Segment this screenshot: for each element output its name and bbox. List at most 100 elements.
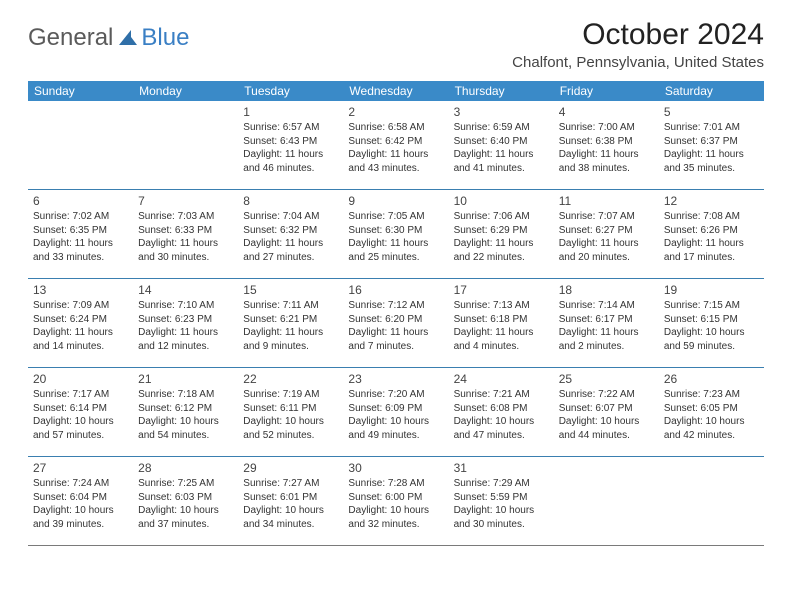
sunrise-text: Sunrise: 6:57 AM — [243, 121, 338, 135]
weekday-header-cell: Thursday — [449, 81, 554, 101]
weekday-header-cell: Saturday — [659, 81, 764, 101]
daylight-text: Daylight: 11 hours and 35 minutes. — [664, 148, 759, 175]
sunset-text: Sunset: 5:59 PM — [454, 491, 549, 505]
logo-sail-icon — [117, 27, 139, 49]
day-number: 11 — [559, 193, 654, 209]
sunset-text: Sunset: 6:33 PM — [138, 224, 233, 238]
daylight-text: Daylight: 11 hours and 38 minutes. — [559, 148, 654, 175]
daylight-text: Daylight: 11 hours and 46 minutes. — [243, 148, 338, 175]
sunrise-text: Sunrise: 7:15 AM — [664, 299, 759, 313]
day-number: 14 — [138, 282, 233, 298]
sunset-text: Sunset: 6:29 PM — [454, 224, 549, 238]
logo-text-1: General — [28, 24, 113, 52]
calendar-weeks: 1Sunrise: 6:57 AMSunset: 6:43 PMDaylight… — [28, 101, 764, 546]
day-cell: 31Sunrise: 7:29 AMSunset: 5:59 PMDayligh… — [449, 457, 554, 545]
week-row: 6Sunrise: 7:02 AMSunset: 6:35 PMDaylight… — [28, 190, 764, 279]
week-row: 20Sunrise: 7:17 AMSunset: 6:14 PMDayligh… — [28, 368, 764, 457]
daylight-text: Daylight: 10 hours and 44 minutes. — [559, 415, 654, 442]
sunrise-text: Sunrise: 7:27 AM — [243, 477, 338, 491]
day-number: 9 — [348, 193, 443, 209]
sunrise-text: Sunrise: 7:19 AM — [243, 388, 338, 402]
daylight-text: Daylight: 11 hours and 7 minutes. — [348, 326, 443, 353]
sunrise-text: Sunrise: 6:58 AM — [348, 121, 443, 135]
day-number: 6 — [33, 193, 128, 209]
sunset-text: Sunset: 6:18 PM — [454, 313, 549, 327]
day-number: 31 — [454, 460, 549, 476]
day-cell: 19Sunrise: 7:15 AMSunset: 6:15 PMDayligh… — [659, 279, 764, 367]
location-text: Chalfont, Pennsylvania, United States — [512, 54, 764, 71]
sunrise-text: Sunrise: 7:06 AM — [454, 210, 549, 224]
day-cell: 25Sunrise: 7:22 AMSunset: 6:07 PMDayligh… — [554, 368, 659, 456]
sunrise-text: Sunrise: 7:25 AM — [138, 477, 233, 491]
sunset-text: Sunset: 6:24 PM — [33, 313, 128, 327]
daylight-text: Daylight: 10 hours and 57 minutes. — [33, 415, 128, 442]
sunrise-text: Sunrise: 7:00 AM — [559, 121, 654, 135]
day-cell: 18Sunrise: 7:14 AMSunset: 6:17 PMDayligh… — [554, 279, 659, 367]
daylight-text: Daylight: 10 hours and 32 minutes. — [348, 504, 443, 531]
daylight-text: Daylight: 10 hours and 30 minutes. — [454, 504, 549, 531]
sunrise-text: Sunrise: 7:29 AM — [454, 477, 549, 491]
daylight-text: Daylight: 10 hours and 37 minutes. — [138, 504, 233, 531]
day-cell: 15Sunrise: 7:11 AMSunset: 6:21 PMDayligh… — [238, 279, 343, 367]
sunset-text: Sunset: 6:43 PM — [243, 135, 338, 149]
sunset-text: Sunset: 6:05 PM — [664, 402, 759, 416]
day-number: 2 — [348, 104, 443, 120]
day-cell: 7Sunrise: 7:03 AMSunset: 6:33 PMDaylight… — [133, 190, 238, 278]
day-cell: 24Sunrise: 7:21 AMSunset: 6:08 PMDayligh… — [449, 368, 554, 456]
day-number: 7 — [138, 193, 233, 209]
sunset-text: Sunset: 6:30 PM — [348, 224, 443, 238]
logo-text-2: Blue — [141, 24, 189, 52]
sunrise-text: Sunrise: 7:02 AM — [33, 210, 128, 224]
week-row: 13Sunrise: 7:09 AMSunset: 6:24 PMDayligh… — [28, 279, 764, 368]
day-number: 27 — [33, 460, 128, 476]
sunrise-text: Sunrise: 7:08 AM — [664, 210, 759, 224]
day-number: 1 — [243, 104, 338, 120]
day-cell: 11Sunrise: 7:07 AMSunset: 6:27 PMDayligh… — [554, 190, 659, 278]
title-block: October 2024 Chalfont, Pennsylvania, Uni… — [512, 18, 764, 71]
sunset-text: Sunset: 6:03 PM — [138, 491, 233, 505]
day-cell-empty — [659, 457, 764, 545]
daylight-text: Daylight: 11 hours and 33 minutes. — [33, 237, 128, 264]
daylight-text: Daylight: 10 hours and 42 minutes. — [664, 415, 759, 442]
sunrise-text: Sunrise: 7:28 AM — [348, 477, 443, 491]
day-cell: 6Sunrise: 7:02 AMSunset: 6:35 PMDaylight… — [28, 190, 133, 278]
sunrise-text: Sunrise: 7:05 AM — [348, 210, 443, 224]
sunset-text: Sunset: 6:35 PM — [33, 224, 128, 238]
day-cell: 20Sunrise: 7:17 AMSunset: 6:14 PMDayligh… — [28, 368, 133, 456]
sunrise-text: Sunrise: 6:59 AM — [454, 121, 549, 135]
sunset-text: Sunset: 6:23 PM — [138, 313, 233, 327]
day-number: 28 — [138, 460, 233, 476]
day-cell: 12Sunrise: 7:08 AMSunset: 6:26 PMDayligh… — [659, 190, 764, 278]
daylight-text: Daylight: 11 hours and 4 minutes. — [454, 326, 549, 353]
sunrise-text: Sunrise: 7:04 AM — [243, 210, 338, 224]
day-number: 21 — [138, 371, 233, 387]
sunrise-text: Sunrise: 7:21 AM — [454, 388, 549, 402]
daylight-text: Daylight: 10 hours and 47 minutes. — [454, 415, 549, 442]
day-number: 12 — [664, 193, 759, 209]
day-number: 5 — [664, 104, 759, 120]
day-number: 10 — [454, 193, 549, 209]
weekday-header-row: SundayMondayTuesdayWednesdayThursdayFrid… — [28, 81, 764, 101]
sunset-text: Sunset: 6:38 PM — [559, 135, 654, 149]
sunrise-text: Sunrise: 7:23 AM — [664, 388, 759, 402]
day-number: 3 — [454, 104, 549, 120]
sunset-text: Sunset: 6:11 PM — [243, 402, 338, 416]
sunrise-text: Sunrise: 7:22 AM — [559, 388, 654, 402]
day-cell: 4Sunrise: 7:00 AMSunset: 6:38 PMDaylight… — [554, 101, 659, 189]
sunrise-text: Sunrise: 7:09 AM — [33, 299, 128, 313]
sunset-text: Sunset: 6:04 PM — [33, 491, 128, 505]
sunrise-text: Sunrise: 7:20 AM — [348, 388, 443, 402]
sunset-text: Sunset: 6:40 PM — [454, 135, 549, 149]
day-cell: 27Sunrise: 7:24 AMSunset: 6:04 PMDayligh… — [28, 457, 133, 545]
sunset-text: Sunset: 6:14 PM — [33, 402, 128, 416]
day-number: 23 — [348, 371, 443, 387]
weekday-header-cell: Tuesday — [238, 81, 343, 101]
page-header: General Blue October 2024 Chalfont, Penn… — [28, 18, 764, 71]
daylight-text: Daylight: 11 hours and 17 minutes. — [664, 237, 759, 264]
sunset-text: Sunset: 6:37 PM — [664, 135, 759, 149]
day-cell: 1Sunrise: 6:57 AMSunset: 6:43 PMDaylight… — [238, 101, 343, 189]
day-cell: 9Sunrise: 7:05 AMSunset: 6:30 PMDaylight… — [343, 190, 448, 278]
day-cell: 10Sunrise: 7:06 AMSunset: 6:29 PMDayligh… — [449, 190, 554, 278]
daylight-text: Daylight: 11 hours and 12 minutes. — [138, 326, 233, 353]
sunset-text: Sunset: 6:26 PM — [664, 224, 759, 238]
